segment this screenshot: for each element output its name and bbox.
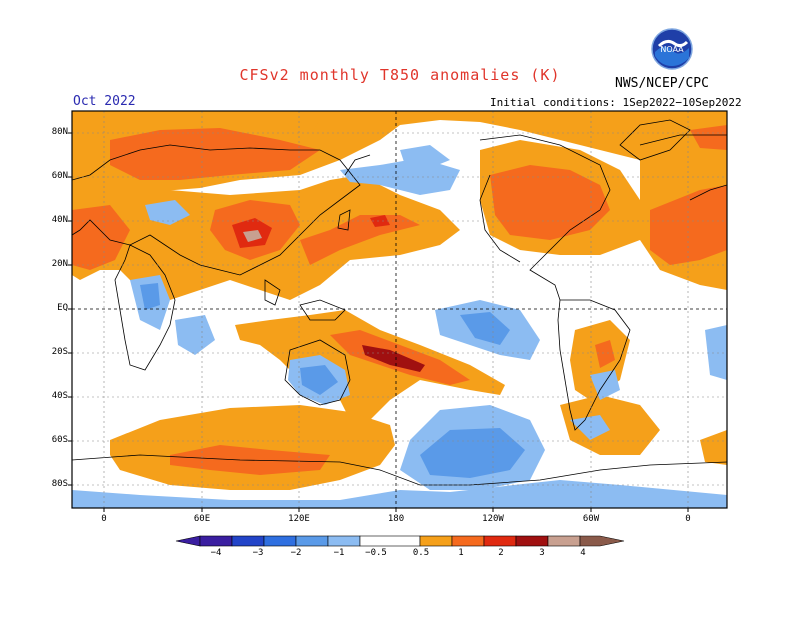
lon-label-60e: 60E xyxy=(193,514,211,524)
axis-ticks xyxy=(68,132,689,512)
warm-region-southern-ocean xyxy=(110,405,395,490)
lat-label-80n: 80N xyxy=(51,127,68,137)
lat-label-80s: 80S xyxy=(51,479,68,489)
colorbar-label: 4 xyxy=(580,548,586,558)
lon-label-120w: 120W xyxy=(482,514,504,524)
cold-region-sea xyxy=(145,200,190,225)
colorbar-label: −3 xyxy=(252,548,264,558)
colorbar-label: −1 xyxy=(333,548,345,558)
lat-label-60s: 60S xyxy=(51,435,68,445)
warm1-north-america xyxy=(490,165,610,240)
initial-conditions: Initial conditions: 1Sep2022−10Sep2022 xyxy=(490,96,742,109)
colorbar-label: −2 xyxy=(290,548,302,558)
svg-text:NOAA: NOAA xyxy=(660,45,684,54)
colorbar-label: 3 xyxy=(539,548,545,558)
lon-label-0-east: 0 xyxy=(685,514,691,524)
warm2-central-pacific xyxy=(370,215,390,227)
colorbar-label: −4 xyxy=(210,548,222,558)
graticule xyxy=(72,111,727,508)
agency-label: NWS/NCEP/CPC xyxy=(615,76,709,91)
target-month: Oct 2022 xyxy=(73,94,136,109)
warm-region-east-atlantic xyxy=(700,430,727,465)
cold1-africa xyxy=(140,283,160,310)
lat-label-40n: 40N xyxy=(51,215,68,225)
cold1-southern-pacific xyxy=(420,428,525,478)
cold1-australia xyxy=(300,365,338,395)
cold-region-arctic xyxy=(400,145,450,168)
warm1-japan xyxy=(300,215,420,265)
warm2-south-pacific xyxy=(362,345,425,372)
warm1-south-america xyxy=(595,340,615,368)
noaa-logo: NOAA xyxy=(651,28,693,70)
map-title: CFSv2 monthly T850 anomalies (K) xyxy=(239,66,561,84)
colorbar-label: −0.5 xyxy=(365,548,387,558)
cold-region-south-america xyxy=(590,370,620,400)
colorbar-label: 0.5 xyxy=(412,548,430,558)
warm3-tibet-core xyxy=(243,230,262,242)
cold1-east-pacific xyxy=(460,312,510,345)
cold-region-antarctica xyxy=(72,480,727,508)
warm1-west-europe xyxy=(72,205,130,270)
lon-label-60w: 60W xyxy=(582,514,600,524)
lat-label-20n: 20N xyxy=(51,259,68,269)
colorbar-label: 1 xyxy=(458,548,464,558)
coastlines xyxy=(72,119,727,486)
warm-region-southern-ocean-east xyxy=(560,395,660,455)
lat-label-eq: EQ xyxy=(57,303,68,313)
cold-region-se-pacific xyxy=(570,415,610,440)
warm1-eurasia-north xyxy=(110,128,320,180)
colorbar-label: 2 xyxy=(498,548,504,558)
warm1-arctic-atlantic xyxy=(690,125,727,150)
lon-label-0: 0 xyxy=(101,514,107,524)
lon-label-120e: 120E xyxy=(288,514,310,524)
cold-region-s-atlantic xyxy=(705,325,727,380)
lat-label-40s: 40S xyxy=(51,391,68,401)
lon-label-180: 180 xyxy=(387,514,405,524)
lat-label-20s: 20S xyxy=(51,347,68,357)
lat-label-60n: 60N xyxy=(51,171,68,181)
warm1-atlantic xyxy=(650,185,727,265)
warm-region-south-pacific xyxy=(235,310,505,430)
cold-region-indian-ocean xyxy=(175,315,215,355)
